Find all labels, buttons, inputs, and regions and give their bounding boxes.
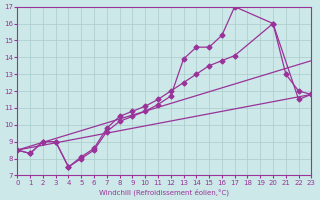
X-axis label: Windchill (Refroidissement éolien,°C): Windchill (Refroidissement éolien,°C) <box>100 188 229 196</box>
